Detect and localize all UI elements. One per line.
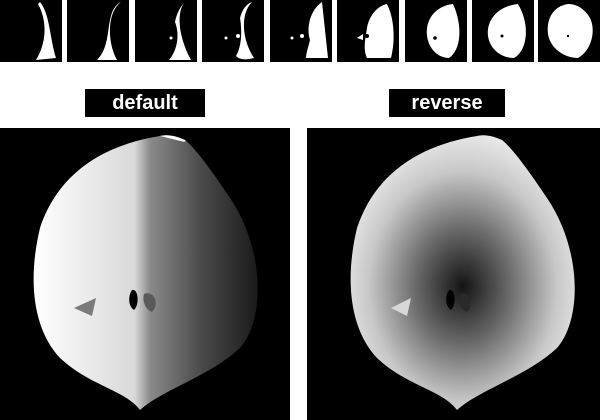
reverse-shape-render (350, 135, 575, 410)
default-render-panel (0, 128, 290, 420)
default-label: default (85, 89, 205, 117)
thumbnail-strip (0, 0, 600, 65)
slice-shape-icon (36, 2, 56, 60)
default-shape-render (33, 135, 258, 410)
slice-thumbnail (405, 0, 467, 62)
slice-thumbnail (270, 0, 332, 62)
reverse-render-panel (307, 128, 600, 420)
slice-shape-icon (169, 2, 191, 60)
slice-thumbnail (538, 0, 600, 62)
slice-shape-icon (97, 2, 121, 60)
slice-thumbnail (337, 0, 399, 62)
slice-thumbnail (135, 0, 197, 62)
slice-shape-icon (426, 4, 460, 58)
reverse-label: reverse (389, 89, 505, 117)
slice-thumbnail (0, 0, 62, 62)
slice-thumbnail (472, 0, 534, 62)
slice-shape-icon (547, 4, 593, 58)
slice-shape-icon (357, 4, 394, 58)
slice-shape-icon (487, 4, 526, 58)
slice-shape-icon (224, 2, 254, 60)
slice-shape-icon (290, 2, 328, 58)
slice-thumbnail (202, 0, 264, 62)
slice-thumbnail (67, 0, 129, 62)
